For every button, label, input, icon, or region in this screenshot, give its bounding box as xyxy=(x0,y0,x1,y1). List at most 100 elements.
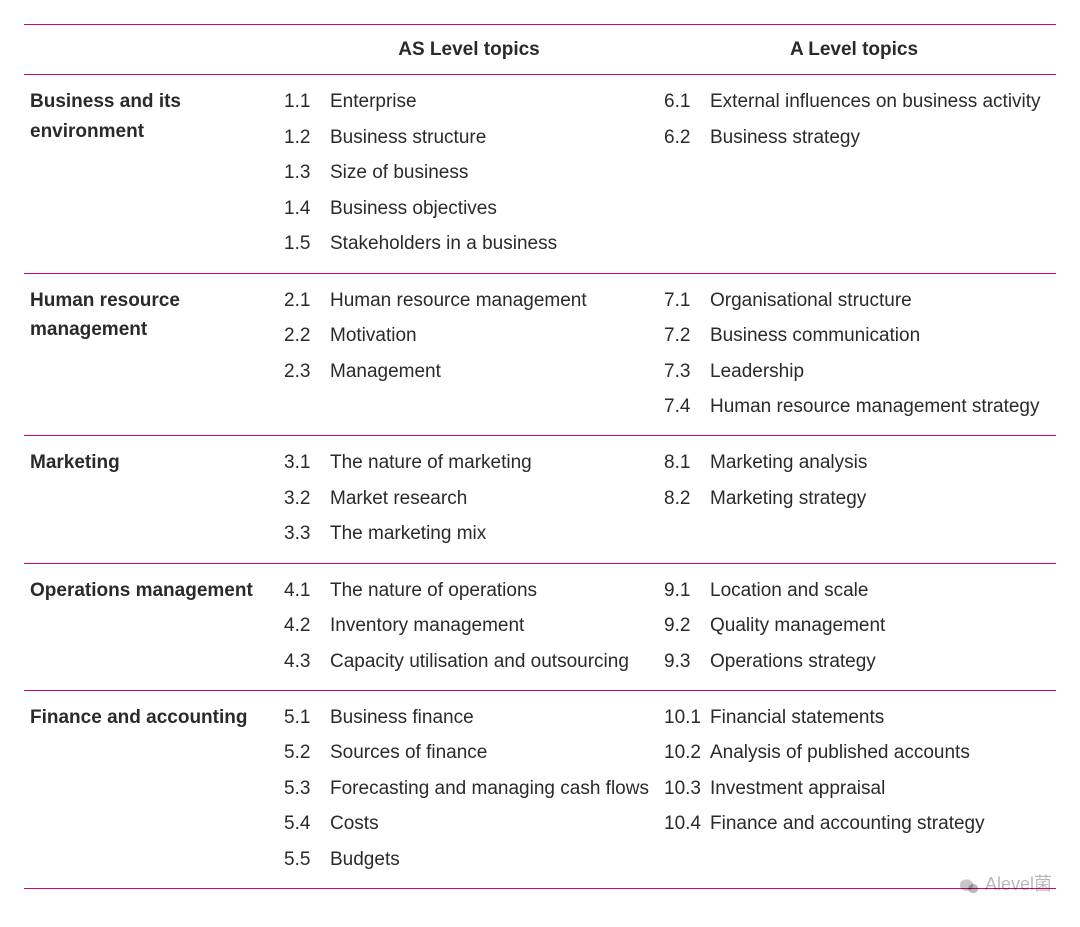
topic-number: 8.2 xyxy=(664,484,710,513)
topic-label: Capacity utilisation and outsourcing xyxy=(330,647,654,676)
topic-number: 1.3 xyxy=(284,158,330,187)
topic-item: 6.2Business strategy xyxy=(664,123,1044,152)
topic-item: 9.3Operations strategy xyxy=(664,647,1044,676)
al-topic-list: 10.1Financial statements 10.2Analysis of … xyxy=(664,703,1044,874)
as-topic-list: 1.1Enterprise1.2Business structure1.3Siz… xyxy=(284,87,664,258)
category-label: Human resource management xyxy=(24,286,284,422)
topic-number: 5.5 xyxy=(284,845,330,874)
topic-label: External influences on business activity xyxy=(710,87,1044,116)
topic-number: 6.1 xyxy=(664,87,710,116)
topic-label: Analysis of published accounts xyxy=(710,738,1044,767)
topic-label: Business objectives xyxy=(330,194,654,223)
topic-number: 9.1 xyxy=(664,576,710,605)
topic-label: The nature of marketing xyxy=(330,448,654,477)
topic-label: Financial statements xyxy=(710,703,1044,732)
topic-label: Human resource management strategy xyxy=(710,392,1044,421)
topic-label: Business finance xyxy=(330,703,654,732)
topic-item: 3.3The marketing mix xyxy=(284,519,654,548)
topic-item: 10.3Investment appraisal xyxy=(664,774,1044,803)
topic-number: 5.4 xyxy=(284,809,330,838)
topic-label: Business structure xyxy=(330,123,654,152)
topic-label: Sources of finance xyxy=(330,738,654,767)
topic-item: 5.4Costs xyxy=(284,809,654,838)
topic-item: 4.1The nature of operations xyxy=(284,576,654,605)
topic-number: 5.1 xyxy=(284,703,330,732)
topic-label: The marketing mix xyxy=(330,519,654,548)
table-row: Finance and accounting5.1Business financ… xyxy=(24,691,1056,889)
al-topic-list: 7.1Organisational structure 7.2Business c… xyxy=(664,286,1044,422)
topic-number: 4.3 xyxy=(284,647,330,676)
al-topic-list: 9.1Location and scale 9.2Quality manageme… xyxy=(664,576,1044,676)
topic-label: Quality management xyxy=(710,611,1044,640)
topic-item: 5.3Forecasting and managing cash flows xyxy=(284,774,654,803)
as-topic-list: 2.1Human resource management 2.2Motivatio… xyxy=(284,286,664,422)
as-topic-list: 4.1The nature of operations4.2Inventory … xyxy=(284,576,664,676)
topic-number: 2.2 xyxy=(284,321,330,350)
topic-number: 4.2 xyxy=(284,611,330,640)
topic-label: Leadership xyxy=(710,357,1044,386)
topic-label: Marketing analysis xyxy=(710,448,1044,477)
topic-item: 1.2Business structure xyxy=(284,123,654,152)
as-topic-list: 5.1Business finance5.2Sources of finance… xyxy=(284,703,664,874)
topic-item: 5.1Business finance xyxy=(284,703,654,732)
topic-item: 5.5Budgets xyxy=(284,845,654,874)
topic-label: Investment appraisal xyxy=(710,774,1044,803)
topic-number: 6.2 xyxy=(664,123,710,152)
topic-label: Location and scale xyxy=(710,576,1044,605)
topic-label: Marketing strategy xyxy=(710,484,1044,513)
topic-number: 3.3 xyxy=(284,519,330,548)
topic-item: 8.2Marketing strategy xyxy=(664,484,1044,513)
topic-number: 7.2 xyxy=(664,321,710,350)
topic-label: Size of business xyxy=(330,158,654,187)
topic-label: Management xyxy=(330,357,654,386)
topic-number: 10.2 xyxy=(664,738,710,767)
topic-item: 7.3Leadership xyxy=(664,357,1044,386)
topic-label: Organisational structure xyxy=(710,286,1044,315)
topic-item: 5.2Sources of finance xyxy=(284,738,654,767)
syllabus-table: AS Level topics A Level topics Business … xyxy=(24,24,1056,889)
category-label: Business and its environment xyxy=(24,87,284,258)
topic-number: 1.1 xyxy=(284,87,330,116)
topic-label: Operations strategy xyxy=(710,647,1044,676)
topic-item: 10.1Financial statements xyxy=(664,703,1044,732)
al-topic-list: 6.1External influences on business activ… xyxy=(664,87,1044,258)
topic-label: Stakeholders in a business xyxy=(330,229,654,258)
topic-number: 2.3 xyxy=(284,357,330,386)
topic-item: 7.2Business communication xyxy=(664,321,1044,350)
topic-item: 7.4Human resource management strategy xyxy=(664,392,1044,421)
topic-item: 9.1Location and scale xyxy=(664,576,1044,605)
topic-number: 1.4 xyxy=(284,194,330,223)
topic-number: 1.2 xyxy=(284,123,330,152)
topic-number: 9.3 xyxy=(664,647,710,676)
topic-number: 2.1 xyxy=(284,286,330,315)
topic-number: 3.1 xyxy=(284,448,330,477)
topic-number: 1.5 xyxy=(284,229,330,258)
topic-item: 3.2Market research xyxy=(284,484,654,513)
topic-number: 5.3 xyxy=(284,774,330,803)
al-topic-list: 8.1Marketing analysis8.2Marketing strate… xyxy=(664,448,1044,548)
topic-label: Motivation xyxy=(330,321,654,350)
as-topic-list: 3.1The nature of marketing 3.2Market rese… xyxy=(284,448,664,548)
topic-item: 2.1Human resource management xyxy=(284,286,654,315)
topic-item: 1.1Enterprise xyxy=(284,87,654,116)
category-label: Marketing xyxy=(24,448,284,548)
topic-item: 10.2Analysis of published accounts xyxy=(664,738,1044,767)
header-blank xyxy=(24,35,284,64)
topic-number: 7.3 xyxy=(664,357,710,386)
topic-number: 5.2 xyxy=(284,738,330,767)
topic-number: 4.1 xyxy=(284,576,330,605)
topic-item: 1.5Stakeholders in a business xyxy=(284,229,654,258)
topic-label: Enterprise xyxy=(330,87,654,116)
topic-item: 1.4Business objectives xyxy=(284,194,654,223)
topic-item: 6.1External influences on business activ… xyxy=(664,87,1044,116)
table-row: Business and its environment1.1Enterpris… xyxy=(24,75,1056,273)
topic-item: 9.2Quality management xyxy=(664,611,1044,640)
topic-item: 2.2Motivation xyxy=(284,321,654,350)
topic-item: 3.1The nature of marketing xyxy=(284,448,654,477)
topic-label: Forecasting and managing cash flows xyxy=(330,774,654,803)
topic-item: 7.1Organisational structure xyxy=(664,286,1044,315)
topic-label: Business communication xyxy=(710,321,1044,350)
header-al: A Level topics xyxy=(664,35,1044,64)
topic-item: 4.3Capacity utilisation and outsourcing xyxy=(284,647,654,676)
topic-number: 8.1 xyxy=(664,448,710,477)
